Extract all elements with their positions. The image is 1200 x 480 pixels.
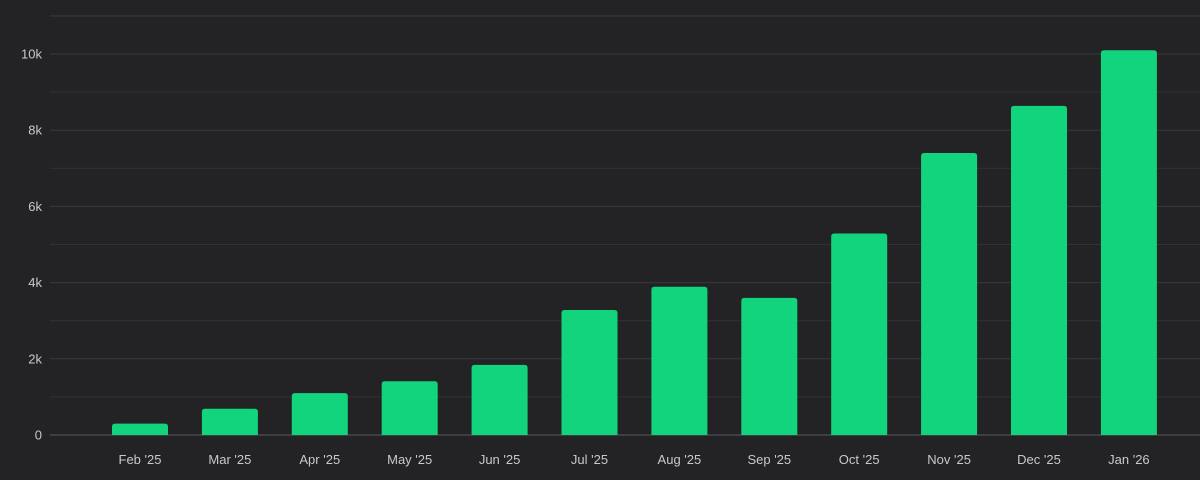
bar-apr-25[interactable] bbox=[291, 393, 348, 435]
y-tick-label: 4k bbox=[28, 275, 42, 290]
x-tick-label: Oct '25 bbox=[839, 452, 880, 467]
y-tick-label: 6k bbox=[28, 199, 42, 214]
x-tick-label: Jul '25 bbox=[571, 452, 608, 467]
x-axis-ticks: Feb '25 Mar '25 Apr '25 May '25 Jun '25 Jul '… bbox=[119, 452, 1150, 467]
gridlines bbox=[50, 15, 1200, 436]
x-tick-label: Apr '25 bbox=[299, 452, 340, 467]
y-tick-label: 2k bbox=[28, 351, 42, 366]
bar-nov-25[interactable] bbox=[921, 153, 978, 435]
bar-jul-25[interactable] bbox=[561, 310, 618, 435]
x-tick-label: May '25 bbox=[387, 452, 432, 467]
bar-mar-25[interactable] bbox=[201, 408, 258, 435]
bar-aug-25[interactable] bbox=[651, 286, 708, 435]
x-tick-label: Sep '25 bbox=[747, 452, 791, 467]
y-axis-ticks: 0 2k 4k 6k 8k 10k bbox=[21, 47, 42, 443]
bar-may-25[interactable] bbox=[381, 381, 438, 435]
x-tick-label: Dec '25 bbox=[1017, 452, 1061, 467]
x-tick-label: Nov '25 bbox=[927, 452, 971, 467]
x-tick-label: Feb '25 bbox=[119, 452, 162, 467]
x-tick-label: Jun '25 bbox=[479, 452, 521, 467]
x-tick-label: Mar '25 bbox=[208, 452, 251, 467]
bar-dec-25[interactable] bbox=[1011, 105, 1067, 435]
bars bbox=[112, 50, 1157, 435]
x-tick-label: Jan '26 bbox=[1108, 452, 1150, 467]
bar-feb-25[interactable] bbox=[112, 423, 168, 435]
x-tick-label: Aug '25 bbox=[658, 452, 702, 467]
bar-jun-25[interactable] bbox=[471, 364, 528, 435]
y-tick-label: 8k bbox=[28, 123, 42, 138]
bar-oct-25[interactable] bbox=[831, 233, 888, 435]
bar-sep-25[interactable] bbox=[741, 297, 798, 435]
y-tick-label: 10k bbox=[21, 47, 42, 62]
y-tick-label: 0 bbox=[35, 428, 42, 443]
bar-jan-26[interactable] bbox=[1100, 50, 1157, 435]
